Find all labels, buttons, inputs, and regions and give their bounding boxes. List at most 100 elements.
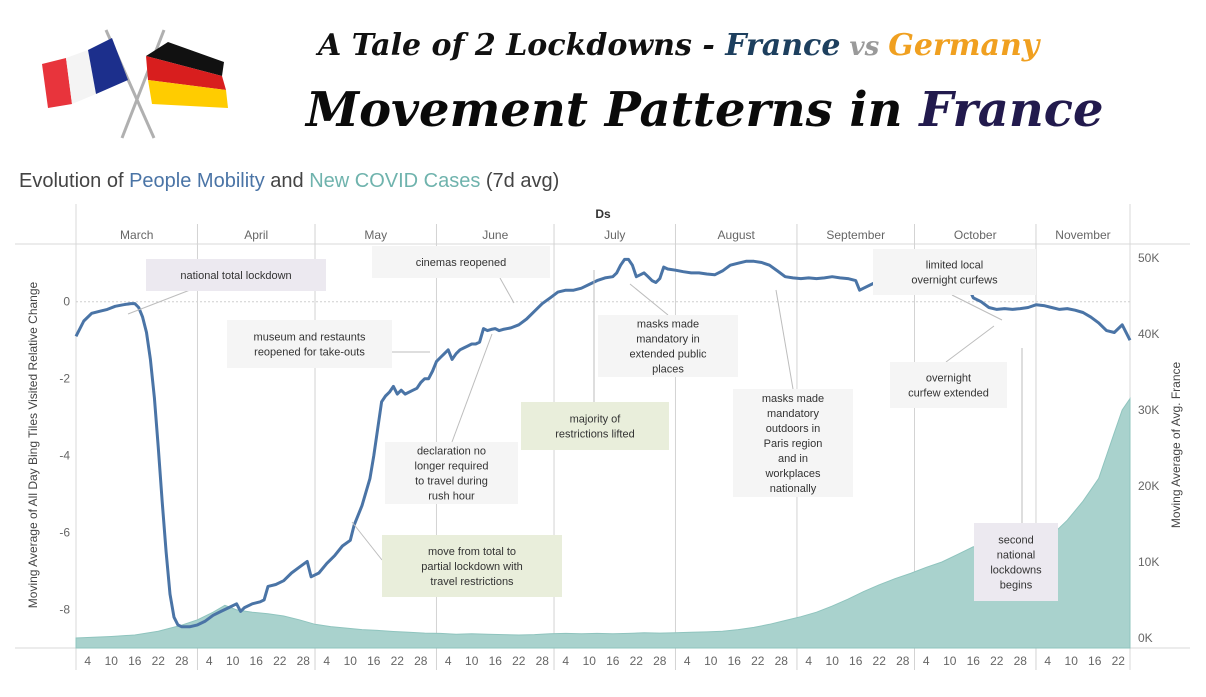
day-tick-label: 4 xyxy=(805,654,812,668)
annotation-national-lockdown-leader xyxy=(127,289,191,315)
main-title-prefix: Movement Patterns in xyxy=(306,82,920,138)
annotation-majority-lifted-text: majority of xyxy=(570,414,622,426)
y-left-axis-title: Moving Average of All Day Bing Tiles Vis… xyxy=(26,281,40,608)
annotation-masks-public-leader xyxy=(629,283,669,316)
annotation-masks-outdoors-text: and in xyxy=(778,453,808,465)
annotation-curfews-text: overnight curfews xyxy=(911,275,998,287)
annotation-declaration-text: to travel during xyxy=(415,476,488,488)
y-right-axis-title: Moving Average of Avg. France xyxy=(1169,362,1183,529)
annotation-curfews-leader xyxy=(951,294,1003,321)
month-label: September xyxy=(826,228,885,242)
day-tick-label: 28 xyxy=(175,654,189,668)
subtitle-and: and xyxy=(264,170,310,192)
day-tick-label: 10 xyxy=(704,654,718,668)
annotation-curfews-text: limited local xyxy=(926,260,983,272)
main-title: Movement Patterns in France xyxy=(306,82,1104,138)
y-right-tick-label: 10K xyxy=(1138,555,1159,569)
y-right-tick-label: 40K xyxy=(1138,327,1159,341)
day-tick-label: 28 xyxy=(1014,654,1028,668)
day-tick-label: 22 xyxy=(273,654,287,668)
day-tick-label: 22 xyxy=(630,654,644,668)
annotation-curfew-extended-leader xyxy=(945,325,995,363)
day-tick-label: 10 xyxy=(583,654,597,668)
annotation-declaration-box xyxy=(385,442,518,504)
annotation-masks-public-text: masks made xyxy=(637,319,699,331)
day-tick-label: 10 xyxy=(826,654,840,668)
day-tick-label: 10 xyxy=(1065,654,1079,668)
month-label: August xyxy=(718,228,756,242)
day-tick-label: 22 xyxy=(512,654,526,668)
annotation-declaration-text: declaration no xyxy=(417,446,486,458)
day-tick-label: 10 xyxy=(943,654,957,668)
day-tick-label: 4 xyxy=(923,654,930,668)
annotation-declaration-leader xyxy=(451,333,493,443)
annotation-second-lockdown-box xyxy=(974,523,1058,601)
day-tick-label: 16 xyxy=(367,654,381,668)
day-tick-label: 22 xyxy=(990,654,1004,668)
day-tick-label: 10 xyxy=(465,654,479,668)
day-tick-label: 4 xyxy=(206,654,213,668)
main-title-country: France xyxy=(919,82,1104,138)
annotation-masks-outdoors-text: masks made xyxy=(762,393,824,405)
annotation-second-lockdown-text: lockdowns xyxy=(990,565,1042,577)
month-label: June xyxy=(482,228,508,242)
flags-logo xyxy=(36,24,236,146)
title-prefix: A Tale of 2 Lockdowns - xyxy=(318,28,726,63)
day-tick-label: 28 xyxy=(653,654,667,668)
chart-subtitle: Evolution of People Mobility and New COV… xyxy=(19,170,559,193)
annotation-masks-public-box xyxy=(598,315,738,377)
annotation-declaration-text: rush hour xyxy=(428,491,475,503)
y-right-tick-label: 20K xyxy=(1138,479,1159,493)
subtitle-suffix: (7d avg) xyxy=(480,170,560,192)
annotation-masks-outdoors-text: mandatory xyxy=(767,408,819,420)
day-tick-label: 10 xyxy=(344,654,358,668)
y-left-tick-label: -4 xyxy=(59,449,70,463)
day-tick-label: 28 xyxy=(896,654,910,668)
day-tick-label: 16 xyxy=(606,654,620,668)
annotation-declaration-text: longer required xyxy=(415,461,489,473)
day-tick-label: 22 xyxy=(391,654,405,668)
day-tick-label: 4 xyxy=(323,654,330,668)
day-tick-label: 22 xyxy=(1112,654,1126,668)
subtitle-cases: New COVID Cases xyxy=(309,170,481,192)
annotation-curfew-extended-text: curfew extended xyxy=(908,388,989,400)
day-tick-label: 4 xyxy=(84,654,91,668)
annotation-curfew-extended-text: overnight xyxy=(926,373,971,385)
subtitle-prefix: Evolution of xyxy=(19,170,130,192)
germany-flag-icon xyxy=(146,42,228,108)
annotation-move-partial-leader xyxy=(351,521,383,561)
annotation-masks-outdoors-text: nationally xyxy=(770,483,817,495)
month-label: November xyxy=(1055,228,1110,242)
month-label: May xyxy=(364,228,387,242)
day-tick-label: 22 xyxy=(152,654,166,668)
subtitle-mobility: People Mobility xyxy=(129,170,265,192)
day-tick-label: 10 xyxy=(226,654,240,668)
y-left-tick-label: -2 xyxy=(59,372,70,386)
day-tick-label: 16 xyxy=(489,654,503,668)
annotation-curfew-extended-box xyxy=(890,362,1007,408)
title-vs: vs xyxy=(840,32,889,62)
month-label: March xyxy=(120,228,153,242)
month-label: July xyxy=(604,228,625,242)
annotation-move-partial-text: move from total to xyxy=(428,546,516,558)
day-tick-label: 16 xyxy=(1088,654,1102,668)
france-flag-icon xyxy=(42,38,128,108)
title-germany: Germany xyxy=(888,28,1040,63)
annotation-second-lockdown-text: second xyxy=(998,535,1033,547)
annotation-museum-text: museum and restaunts xyxy=(254,332,366,344)
day-tick-label: 28 xyxy=(775,654,789,668)
annotation-national-lockdown-box xyxy=(146,259,326,291)
day-tick-label: 4 xyxy=(562,654,569,668)
annotation-second-lockdown-text: national xyxy=(997,550,1036,562)
day-tick-label: 22 xyxy=(873,654,887,668)
annotation-masks-outdoors-text: workplaces xyxy=(764,468,821,480)
day-tick-label: 28 xyxy=(414,654,428,668)
y-right-tick-label: 50K xyxy=(1138,251,1159,265)
y-left-tick-label: -8 xyxy=(59,603,70,617)
annotation-masks-public-text: mandatory in xyxy=(636,334,700,346)
annotation-curfews-box xyxy=(873,249,1036,295)
annotation-masks-public-text: extended public xyxy=(629,349,707,361)
annotation-move-partial-text: partial lockdown with xyxy=(421,561,523,573)
title-france: France xyxy=(725,28,841,63)
